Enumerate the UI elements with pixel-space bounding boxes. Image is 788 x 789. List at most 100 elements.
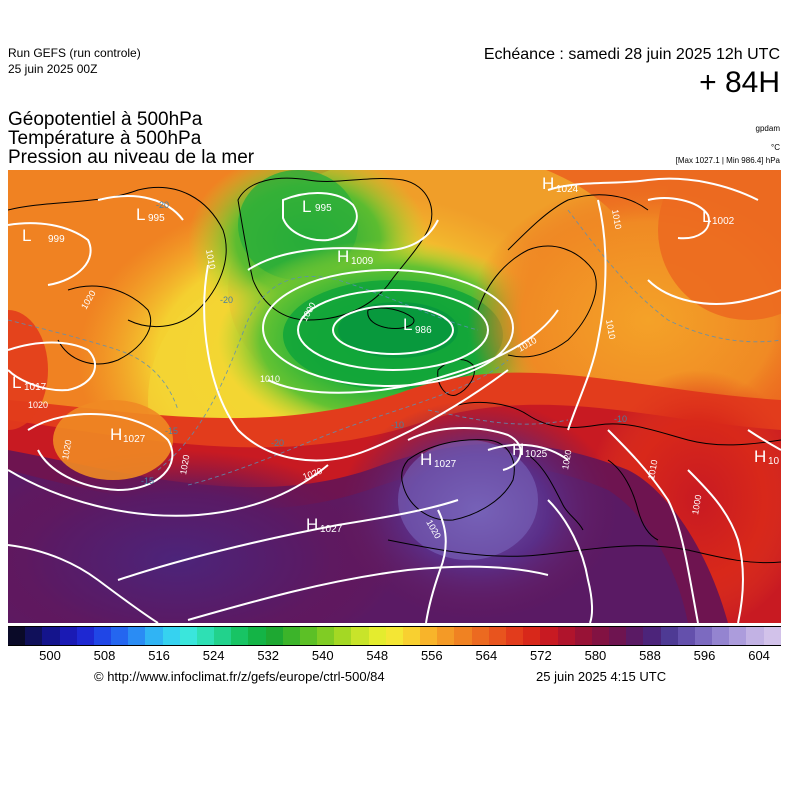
colorbar-swatch [385, 627, 403, 645]
product-slp: Pression au niveau de la mer [8, 147, 255, 168]
svg-text:H: H [110, 425, 122, 444]
colorbar-tick-label: 548 [366, 648, 389, 663]
colorbar-swatch [591, 627, 610, 645]
colorbar-swatch [248, 627, 266, 645]
footer-issued-time: 25 juin 2025 4:15 UTC [536, 669, 667, 684]
svg-text:986: 986 [415, 325, 432, 336]
pressure-center-low: L 995 [136, 205, 165, 224]
colorbar-swatch [128, 627, 146, 645]
colorbar-tick-label: 532 [257, 648, 280, 663]
temperature-label: -20 [271, 438, 284, 448]
pressure-centers: L 995 H 1009 L 986 H 1024 L 1002 L 995 L… [12, 174, 780, 535]
colorbar-swatch [8, 627, 26, 645]
colorbar-swatch [93, 627, 112, 645]
product-titles: Géopotentiel à 500hPa Température à 500h… [8, 110, 254, 167]
colorbar-tick-label: 556 [420, 648, 443, 663]
run-title: Run GEFS (run controle) [8, 46, 141, 60]
colorbar-swatch [454, 627, 472, 645]
svg-text:L: L [403, 315, 412, 334]
colorbar-swatch [282, 627, 300, 645]
weather-map: 1020 1010 1000 1010 1020 1020 1020 1010 … [8, 170, 781, 623]
colorbar-swatch [231, 627, 249, 645]
temperature-label: -10 [391, 420, 404, 430]
svg-text:H: H [337, 247, 349, 266]
svg-text:995: 995 [148, 213, 165, 224]
colorbar-swatch [574, 627, 592, 645]
pressure-center-low: L 1002 [702, 207, 735, 227]
colorbar-swatch [437, 627, 455, 645]
run-date: 25 juin 2025 00Z [8, 62, 98, 76]
colorbar-swatch [76, 627, 94, 645]
colorbar-swatch [643, 627, 661, 645]
pressure-center-low: L 1017 [12, 373, 47, 393]
svg-text:1027: 1027 [320, 524, 343, 535]
isobar-label: 1020 [28, 400, 48, 410]
colorbar-swatch [368, 627, 386, 645]
colorbar-tick-label: 572 [530, 648, 552, 663]
isobar-label: 1020 [178, 454, 191, 475]
colorbar-tick-label: 508 [93, 648, 116, 663]
svg-text:L: L [136, 205, 145, 224]
colorbar-swatch [42, 627, 60, 645]
pressure-center-high: H 10 [754, 447, 780, 467]
isobar-label: 1010 [646, 459, 659, 480]
svg-text:L: L [22, 226, 31, 245]
colorbar-swatch [763, 627, 781, 645]
pressure-center-high: H 1027 [110, 425, 146, 445]
colorbar-swatch [179, 627, 197, 645]
colorbar-swatch [265, 627, 283, 645]
colorbar-swatch [111, 627, 129, 645]
svg-text:H: H [512, 440, 524, 459]
pressure-center-high: H 1025 [512, 440, 548, 460]
coastlines [8, 177, 781, 564]
svg-text:L: L [12, 373, 21, 392]
colorbar-swatch [299, 627, 318, 645]
colorbar-swatch [334, 627, 352, 645]
colorbar-tick-label: 500 [39, 648, 61, 663]
unit-slp-range: [Max 1027.1 | Min 986.4] hPa [675, 156, 780, 165]
colorbar-swatch [402, 627, 421, 645]
colorbar-swatch [59, 627, 77, 645]
unit-gpdam: gpdam [755, 124, 780, 133]
colorbar-swatch [694, 627, 713, 645]
temperature-labels: -20 -20 -15 -20 -15 -10 -10 [141, 200, 627, 486]
isobar-label: 1010 [260, 374, 280, 384]
svg-text:L: L [702, 207, 711, 226]
valid-time: Echéance : samedi 28 juin 2025 12h UTC [483, 46, 780, 63]
svg-text:1017: 1017 [24, 382, 47, 393]
colorbar-swatch [488, 627, 506, 645]
colorbar-tick-label: 596 [693, 648, 716, 663]
colorbar-swatch [351, 627, 369, 645]
svg-text:1002: 1002 [712, 216, 735, 227]
colorbar-tick-label: 604 [748, 648, 770, 663]
pressure-center-low: L 986 [403, 315, 432, 336]
colorbar-swatch [677, 627, 695, 645]
colorbar-swatch [420, 627, 438, 645]
product-geopotential: Géopotentiel à 500hPa [8, 109, 203, 130]
svg-text:1027: 1027 [434, 459, 457, 470]
isobar-label: 1000 [690, 494, 703, 515]
isobar-label: 1010 [604, 319, 617, 340]
footer-source-url[interactable]: © http://www.infoclimat.fr/z/gefs/europe… [94, 669, 385, 684]
svg-text:1024: 1024 [556, 184, 579, 195]
svg-text:999: 999 [48, 234, 65, 245]
isobar-label: 1020 [560, 449, 573, 470]
svg-text:H: H [420, 450, 432, 469]
colorbar-swatch [317, 627, 335, 645]
svg-text:1009: 1009 [351, 256, 374, 267]
isobar-label: 1010 [610, 209, 623, 230]
pressure-center-low: L 999 [22, 226, 65, 245]
svg-text:1027: 1027 [123, 434, 146, 445]
colorbar-swatch [505, 627, 524, 645]
lead-time: + 84H [699, 66, 780, 99]
colorbar-ticks: 500 508 516 524 532 540 548 556 564 572 580 588 596 6… [8, 648, 781, 666]
colorbar-swatch [746, 627, 764, 645]
svg-text:H: H [306, 515, 318, 534]
temperature-label: -10 [614, 414, 627, 424]
colorbar-swatch [471, 627, 489, 645]
colorbar-swatch [25, 627, 43, 645]
colorbar-tick-label: 580 [584, 648, 607, 663]
temperature-label: -20 [220, 295, 233, 305]
colorbar-tick-label: 588 [639, 648, 661, 663]
colorbar-swatch [660, 627, 678, 645]
